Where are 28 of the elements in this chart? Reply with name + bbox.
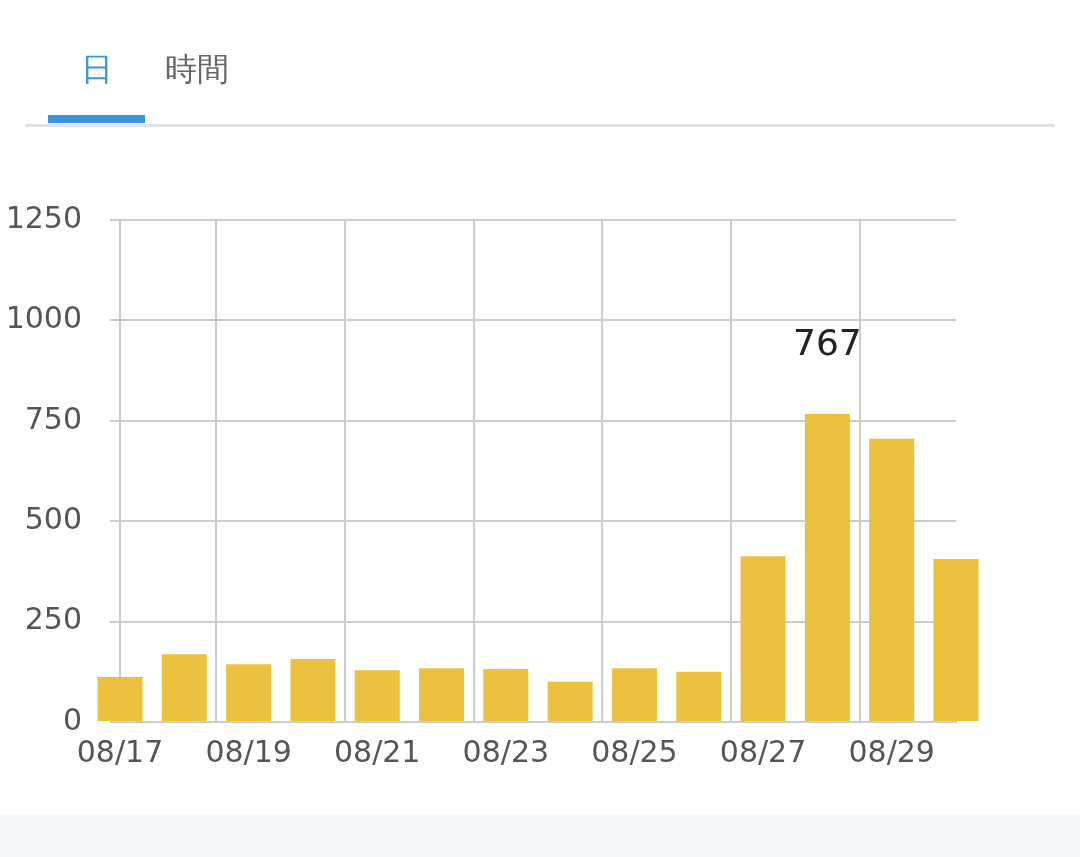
y-tick-label: 750 [24, 400, 82, 436]
bar [547, 681, 593, 721]
y-tick-label: 250 [24, 601, 82, 637]
bar [354, 670, 400, 721]
text: 時間 [164, 50, 229, 88]
y-tick-label: 500 [24, 501, 82, 536]
bar [933, 558, 979, 721]
x-tick-label: 08/29 [848, 733, 935, 769]
bar [611, 668, 657, 721]
bar [804, 413, 850, 721]
x-tick-label: 08/27 [719, 733, 807, 769]
bar [740, 556, 786, 721]
bar [419, 668, 465, 721]
bar [483, 668, 529, 721]
x-tick-label: 08/21 [334, 733, 421, 769]
x-tick-label: 08/25 [591, 733, 678, 769]
bar [290, 658, 336, 721]
bar [97, 677, 143, 721]
data-label: 767 [793, 322, 862, 364]
bar [226, 664, 272, 721]
bar [161, 654, 207, 721]
x-tick-label: 08/19 [205, 733, 292, 769]
text: 日 [80, 50, 113, 88]
bar [869, 438, 915, 721]
x-tick-label: 08/23 [462, 733, 550, 769]
y-tick-label: 1000 [5, 300, 82, 336]
y-tick-label: 1250 [5, 199, 82, 235]
bar [676, 671, 722, 721]
